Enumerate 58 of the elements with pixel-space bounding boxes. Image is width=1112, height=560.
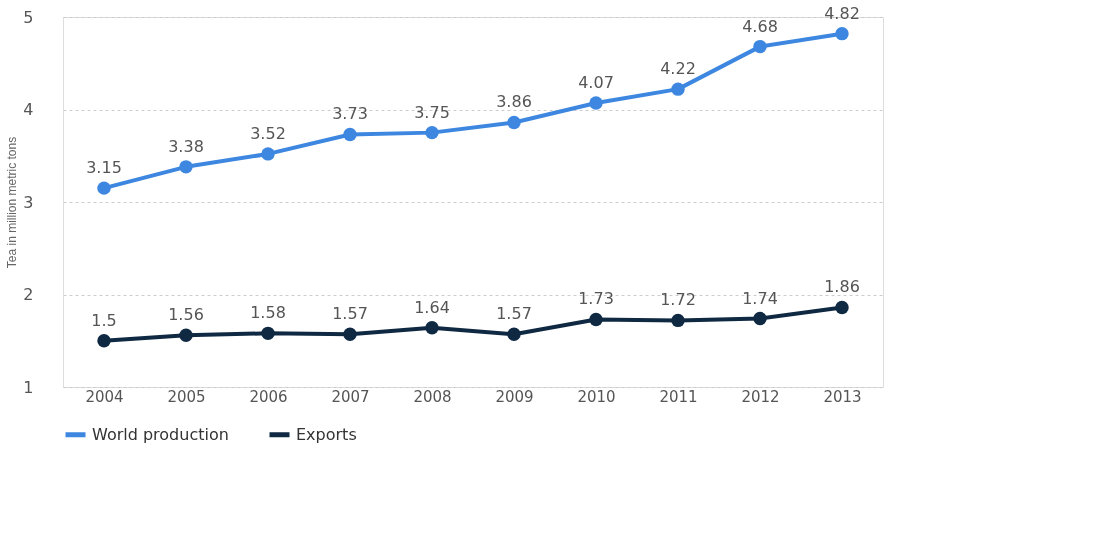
data-label: 3.15	[86, 158, 122, 178]
point	[753, 39, 767, 54]
x-tick-label: 2005	[167, 387, 206, 406]
x-tick-label: 2010	[577, 387, 616, 406]
point	[179, 328, 193, 342]
data-label: 1.57	[496, 304, 532, 324]
y-tick-label: 1	[23, 377, 34, 397]
x-tick-label: 2013	[823, 387, 862, 406]
point	[343, 327, 357, 341]
data-label: 3.73	[332, 104, 368, 124]
data-label: 3.75	[414, 102, 450, 122]
point	[97, 334, 111, 348]
data-label: 1.74	[742, 288, 778, 308]
x-tick-label: 2004	[85, 387, 124, 406]
y-tick-label: 5	[23, 7, 34, 27]
point	[835, 26, 849, 41]
x-tick-label: 2012	[741, 387, 780, 406]
data-label: 1.86	[824, 277, 860, 297]
x-tick-label: 2009	[495, 387, 534, 406]
data-label: 1.58	[250, 303, 286, 323]
point	[343, 127, 357, 142]
data-label: 3.38	[168, 136, 204, 156]
x-tick-label: 2011	[659, 387, 698, 406]
point	[835, 300, 849, 315]
point	[753, 311, 767, 326]
data-label: 4.82	[824, 3, 860, 23]
point	[425, 321, 439, 335]
point	[261, 147, 275, 161]
data-label: 1.57	[332, 304, 368, 324]
data-label: 4.07	[578, 73, 614, 93]
data-label: 4.22	[660, 59, 696, 79]
data-label: 3.86	[496, 92, 532, 112]
point	[97, 181, 111, 195]
x-tick-label: 2007	[331, 387, 370, 406]
point	[507, 327, 521, 341]
point	[179, 160, 193, 174]
x-tick-label: 2008	[413, 387, 452, 406]
legend-label: World production	[92, 424, 229, 444]
legend-label: Exports	[296, 424, 357, 444]
data-label: 1.73	[578, 289, 614, 309]
data-label: 4.68	[742, 16, 778, 36]
point	[589, 312, 603, 327]
data-label: 1.72	[660, 290, 696, 310]
data-label: 1.56	[168, 305, 204, 325]
y-tick-label: 4	[23, 100, 34, 119]
data-label: 1.64	[414, 297, 450, 317]
y-tick-label: 2	[23, 285, 34, 304]
y-axis-title: Tea in million metric tons	[5, 136, 20, 269]
point	[671, 313, 685, 328]
point	[671, 82, 685, 96]
point	[261, 326, 275, 341]
x-tick-label: 2006	[249, 387, 288, 406]
point	[425, 125, 439, 140]
y-tick-label: 3	[23, 192, 34, 212]
point	[507, 115, 521, 130]
point	[589, 96, 603, 110]
data-label: 3.52	[250, 123, 286, 143]
data-label: 1.5	[91, 310, 117, 330]
